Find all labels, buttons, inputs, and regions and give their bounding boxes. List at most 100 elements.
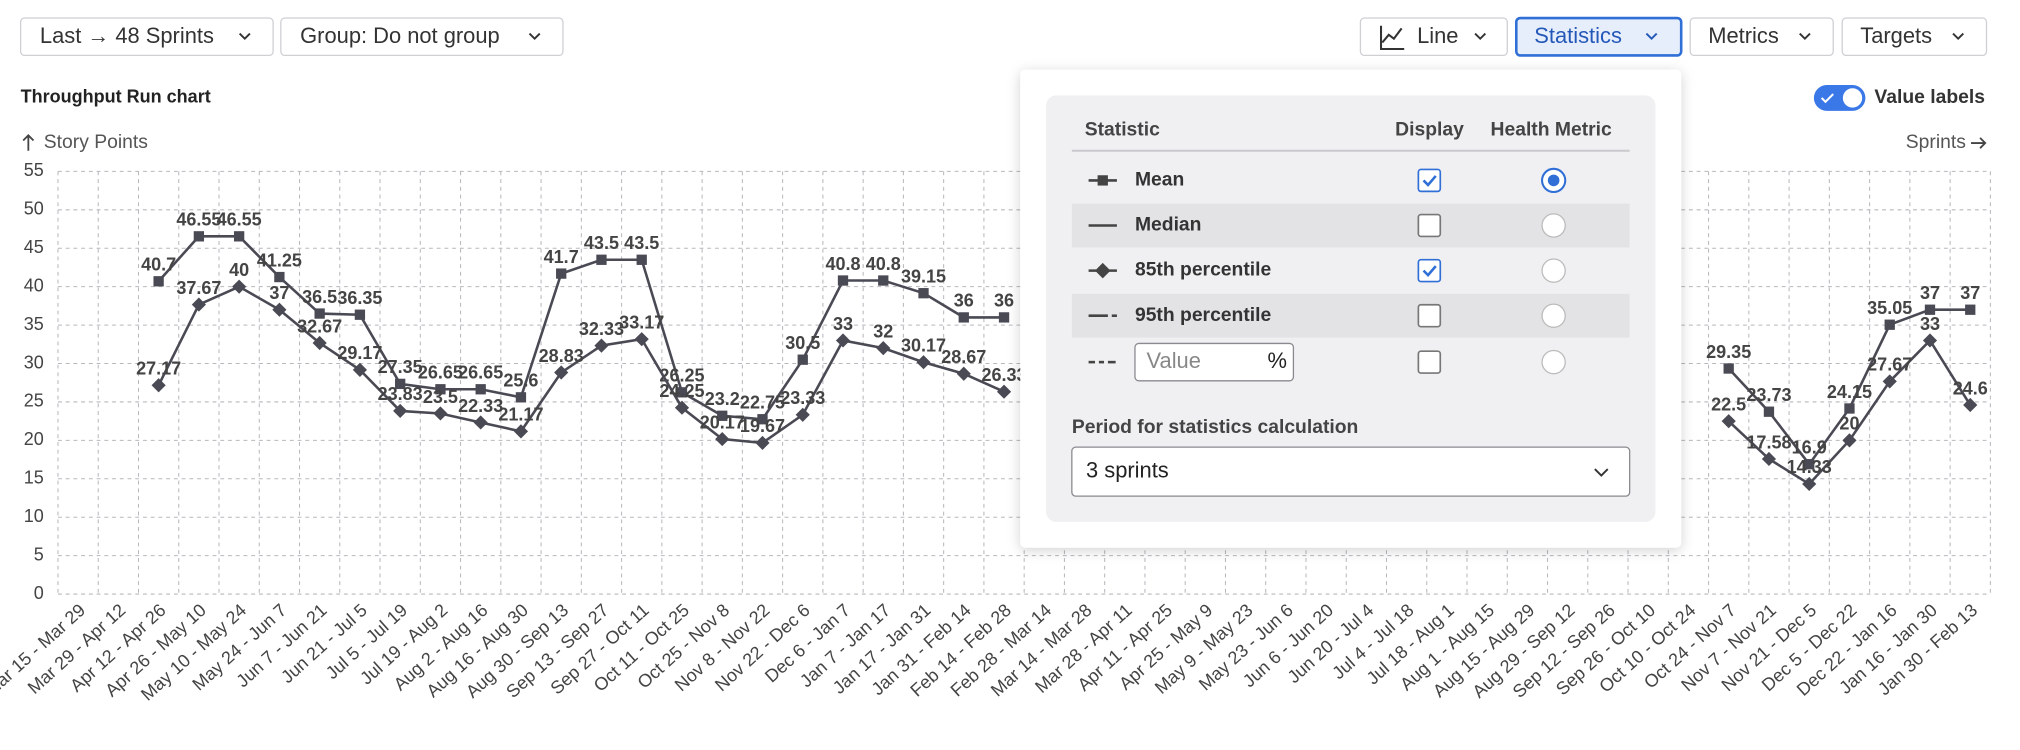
chevron xyxy=(1594,468,1609,477)
value-label: 26.65 xyxy=(458,363,503,383)
period-select[interactable]: 3 sprints xyxy=(1071,446,1631,497)
column-header: Display xyxy=(1395,119,1464,140)
value-label: 35.05 xyxy=(1867,298,1912,318)
y-tick-label: 10 xyxy=(24,506,44,526)
value-label: 30.17 xyxy=(901,336,946,356)
health-radio[interactable] xyxy=(1541,349,1566,375)
display-checkbox[interactable] xyxy=(1417,168,1442,193)
point-marker xyxy=(395,378,406,390)
value-label: 23.33 xyxy=(780,388,825,408)
display-checkbox[interactable] xyxy=(1417,213,1442,238)
health-radio[interactable] xyxy=(1541,258,1566,283)
y-tick-label: 40 xyxy=(24,275,44,295)
value-label: 23.73 xyxy=(1746,385,1791,405)
point-marker xyxy=(433,406,448,421)
range-button[interactable]: Last → 48 Sprints xyxy=(19,17,274,57)
statistic-label: Mean xyxy=(1135,170,1184,191)
display-checkbox[interactable] xyxy=(1417,258,1442,283)
value-label: 24.25 xyxy=(659,381,704,401)
point-marker xyxy=(274,271,285,283)
point-marker xyxy=(475,384,486,395)
statistic-rows: Mean Median 85th percentile 95th percentile… xyxy=(1071,167,1630,382)
value-label: 27.35 xyxy=(378,357,423,377)
chevron xyxy=(1645,32,1658,41)
value-input[interactable] xyxy=(1134,342,1295,382)
value-label: 27.67 xyxy=(1867,355,1912,375)
y-tick-label: 0 xyxy=(34,583,44,603)
statistics-button[interactable]: Statistics xyxy=(1514,16,1683,57)
x-axis-label: Sprints xyxy=(1906,132,1966,153)
chevron xyxy=(1799,32,1811,41)
point-marker xyxy=(1802,476,1817,492)
row-highlight xyxy=(1071,203,1630,248)
select-frame xyxy=(1071,446,1631,497)
point-marker xyxy=(918,288,929,299)
chart-type-button[interactable]: Line xyxy=(1359,17,1508,57)
column-header: Health Metric xyxy=(1491,119,1613,140)
value-label: 14.33 xyxy=(1787,457,1832,477)
y-tick-label: 15 xyxy=(24,468,44,488)
point-marker xyxy=(1965,304,1976,315)
display-checkbox[interactable] xyxy=(1417,350,1442,374)
row-highlight xyxy=(1071,293,1630,338)
point-marker xyxy=(1922,333,1938,348)
value-label: 30.5 xyxy=(785,333,820,353)
statistic-label: 85th percentile xyxy=(1135,260,1272,281)
point-marker xyxy=(354,309,366,320)
point-marker xyxy=(1882,374,1897,389)
button-frame xyxy=(1514,16,1683,57)
button-label: Group: Do not group xyxy=(300,23,500,48)
value-label: 33.17 xyxy=(619,312,664,332)
health-radio[interactable] xyxy=(1541,303,1566,328)
value-label: 36 xyxy=(994,291,1014,311)
point-marker xyxy=(232,279,247,294)
value-label: 46.55 xyxy=(176,210,221,230)
value-label: 36.5 xyxy=(302,287,337,307)
point-marker xyxy=(876,341,891,356)
button-frame xyxy=(280,17,564,57)
point-marker xyxy=(998,312,1010,323)
checkmark xyxy=(1422,175,1437,187)
point-marker xyxy=(515,392,527,403)
value-label: 33 xyxy=(833,314,853,334)
group-button[interactable]: Group: Do not group xyxy=(280,17,564,57)
value-label: 32.67 xyxy=(297,316,342,336)
value-label: 37.67 xyxy=(176,278,221,298)
value-label: 28.83 xyxy=(539,346,584,366)
statistic-icon xyxy=(1088,175,1117,186)
checkmark xyxy=(1422,265,1437,278)
chevron xyxy=(238,32,251,41)
metrics-button[interactable]: Metrics xyxy=(1689,17,1834,57)
point-marker xyxy=(1804,459,1815,470)
value-label: 24.6 xyxy=(1953,378,1988,398)
period-label: Period for statistics calculation xyxy=(1072,417,1359,438)
display-checkbox[interactable] xyxy=(1417,303,1442,328)
button-frame xyxy=(1841,17,1988,57)
point-marker xyxy=(1884,319,1895,330)
button-frame xyxy=(1689,17,1834,57)
value-label: 36 xyxy=(954,291,974,311)
point-marker xyxy=(717,410,728,421)
button-label: Line xyxy=(1417,23,1458,48)
point-marker xyxy=(233,231,245,242)
value-label: 23.83 xyxy=(378,384,423,404)
targets-button[interactable]: Targets xyxy=(1841,17,1988,57)
value-label: 40 xyxy=(229,260,249,280)
y-axis-label: Story Points xyxy=(44,132,148,153)
button-label: Statistics xyxy=(1534,23,1622,48)
value-label: 32 xyxy=(873,321,893,341)
point-marker xyxy=(153,276,164,287)
value-labels-toggle[interactable] xyxy=(1813,85,1866,111)
statistic-label: 95th percentile xyxy=(1135,305,1272,326)
point-marker xyxy=(513,424,529,439)
y-tick-label: 20 xyxy=(24,429,44,449)
value-label: 36.35 xyxy=(337,288,382,308)
chevron xyxy=(1474,32,1487,41)
statistics-popup: Statistic Display Health Metric Mean Medi… xyxy=(1020,69,1682,548)
point-marker xyxy=(757,414,768,425)
value-label: 22.5 xyxy=(1711,394,1746,414)
value-label: 37 xyxy=(269,283,289,303)
health-radio[interactable] xyxy=(1541,213,1566,238)
point-marker xyxy=(352,362,367,377)
value-label: 41.25 xyxy=(257,250,302,270)
